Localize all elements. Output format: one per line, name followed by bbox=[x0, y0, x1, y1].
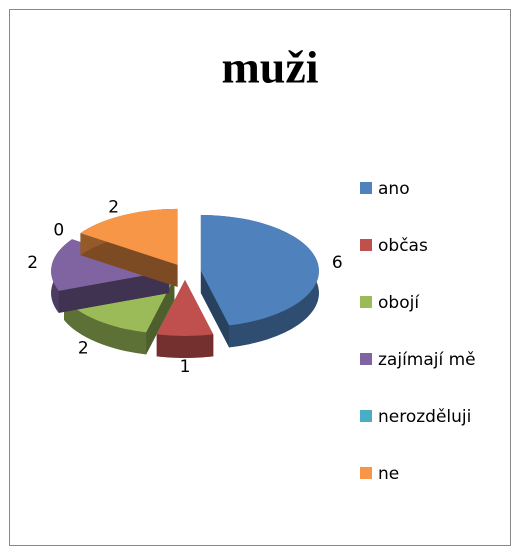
legend-swatch bbox=[360, 410, 372, 422]
legend-swatch bbox=[360, 239, 372, 251]
slice-top bbox=[200, 215, 319, 326]
slice-side bbox=[156, 334, 214, 358]
slice bbox=[156, 280, 214, 358]
legend-label: ano bbox=[378, 179, 410, 199]
slice-wall bbox=[200, 271, 230, 348]
slice-top bbox=[156, 280, 214, 336]
legend-swatch bbox=[360, 353, 372, 365]
data-label: 1 bbox=[180, 357, 191, 377]
slice-side bbox=[64, 297, 147, 355]
chart-title: muži bbox=[221, 42, 318, 93]
data-label: 2 bbox=[108, 198, 119, 218]
data-label: 0 bbox=[53, 221, 64, 241]
slice bbox=[200, 215, 319, 348]
legend-swatch bbox=[360, 467, 372, 479]
data-label: 2 bbox=[27, 253, 38, 273]
slice bbox=[80, 208, 178, 287]
legend-label: obojí bbox=[378, 293, 420, 313]
slice-wall bbox=[80, 233, 178, 287]
data-label: 6 bbox=[332, 253, 343, 273]
slice-top bbox=[80, 208, 178, 265]
legend-label: nerozděluji bbox=[378, 407, 471, 427]
legend-swatch bbox=[360, 296, 372, 308]
legend-swatch bbox=[360, 182, 372, 194]
legend-label: zajímají mě bbox=[378, 350, 476, 370]
legend-label: občas bbox=[378, 236, 428, 256]
data-label: 2 bbox=[78, 338, 89, 358]
legend-label: ne bbox=[378, 464, 399, 484]
